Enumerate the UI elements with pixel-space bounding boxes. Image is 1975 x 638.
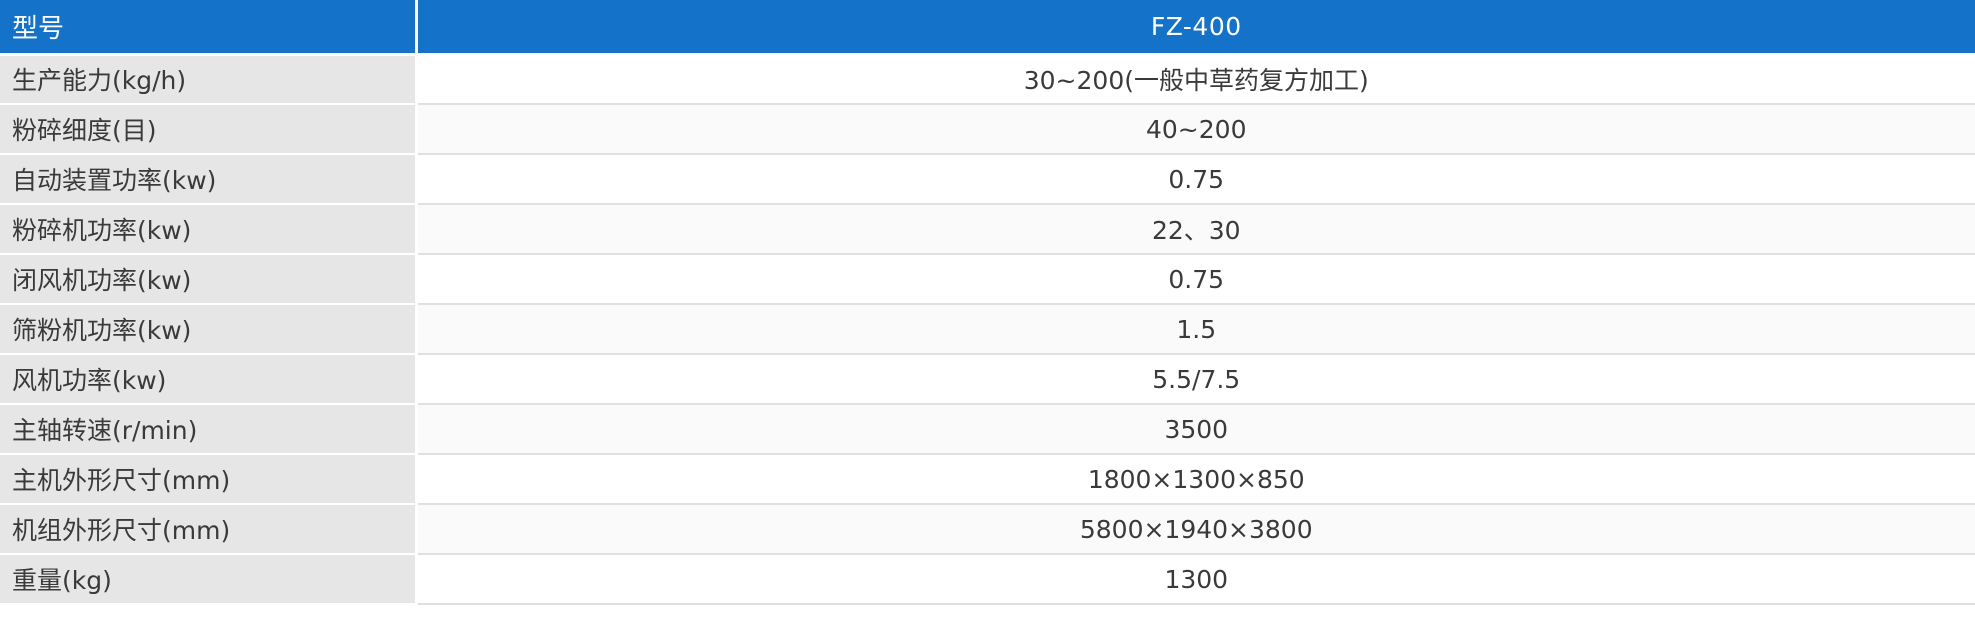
row-value: 1.5 [416,304,1975,355]
table-row: 主机外形尺寸(mm) 1800×1300×850 [0,454,1975,505]
table-row: 主轴转速(r/min) 3500 [0,404,1975,455]
row-value: 40~200 [416,104,1975,155]
row-label: 粉碎细度(目) [0,104,418,155]
row-value: 0.75 [416,154,1975,205]
table-row: 筛粉机功率(kw) 1.5 [0,304,1975,355]
spec-table: 型号 FZ-400 生产能力(kg/h) 30~200(一般中草药复方加工) 粉… [0,0,1975,605]
table-header-row: 型号 FZ-400 [0,0,1975,56]
table-row: 生产能力(kg/h) 30~200(一般中草药复方加工) [0,54,1975,105]
table-row: 自动装置功率(kw) 0.75 [0,154,1975,205]
row-label: 自动装置功率(kw) [0,154,418,205]
table-row: 粉碎细度(目) 40~200 [0,104,1975,155]
row-label: 闭风机功率(kw) [0,254,418,305]
row-value: 1300 [416,554,1975,605]
table-row: 风机功率(kw) 5.5/7.5 [0,354,1975,405]
row-label: 生产能力(kg/h) [0,54,418,105]
row-label: 粉碎机功率(kw) [0,204,418,255]
table-row: 重量(kg) 1300 [0,554,1975,605]
row-label: 重量(kg) [0,554,418,605]
row-value: 5800×1940×3800 [416,504,1975,555]
row-value: 5.5/7.5 [416,354,1975,405]
header-model-value: FZ-400 [416,0,1975,56]
row-label: 主轴转速(r/min) [0,404,418,455]
row-value: 3500 [416,404,1975,455]
row-value: 1800×1300×850 [416,454,1975,505]
row-value: 0.75 [416,254,1975,305]
row-label: 主机外形尺寸(mm) [0,454,418,505]
row-value: 30~200(一般中草药复方加工) [416,54,1975,105]
row-label: 筛粉机功率(kw) [0,304,418,355]
table-row: 机组外形尺寸(mm) 5800×1940×3800 [0,504,1975,555]
row-label: 风机功率(kw) [0,354,418,405]
header-label: 型号 [0,0,418,56]
row-label: 机组外形尺寸(mm) [0,504,418,555]
row-value: 22、30 [416,204,1975,255]
table-row: 粉碎机功率(kw) 22、30 [0,204,1975,255]
table-row: 闭风机功率(kw) 0.75 [0,254,1975,305]
